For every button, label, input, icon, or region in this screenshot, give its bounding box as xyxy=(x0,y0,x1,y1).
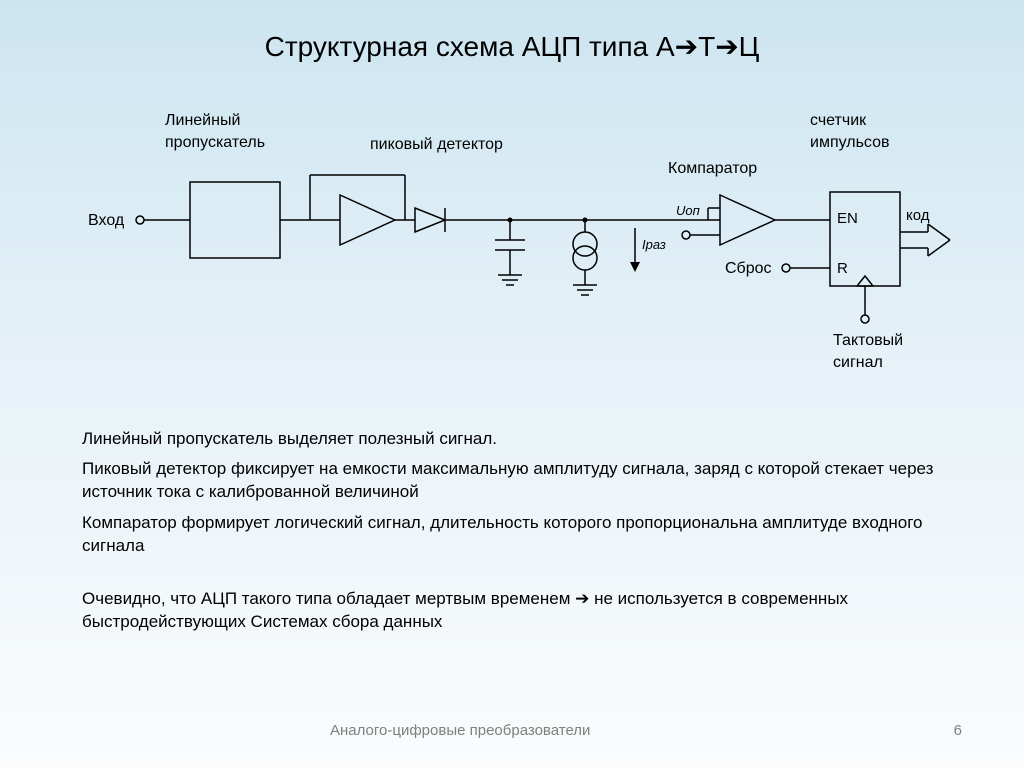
footer-title: Аналого-цифровые преобразователи xyxy=(330,722,590,739)
circuit-diagram: Линейный пропускатель пиковый детектор К… xyxy=(80,100,960,380)
paragraph-3: Компаратор формирует логический сигнал, … xyxy=(82,512,942,558)
label-clock: Тактовый сигнал xyxy=(833,330,903,375)
paragraph-4: Очевидно, что АЦП такого типа обладает м… xyxy=(82,588,942,634)
label-reset: Сброс xyxy=(725,258,772,280)
label-linear-gate: Линейный пропускатель xyxy=(165,110,265,155)
paragraph-1: Линейный пропускатель выделяет полезный … xyxy=(82,428,942,451)
label-iraz: Iраз xyxy=(642,237,666,252)
label-uop: Uоп xyxy=(676,203,700,218)
label-r: R xyxy=(837,258,848,279)
label-code: код xyxy=(906,205,930,226)
paragraph-2: Пиковый детектор фиксирует на емкости ма… xyxy=(82,458,942,504)
label-input: Вход xyxy=(88,210,124,232)
label-en: EN xyxy=(837,208,858,229)
page-number: 6 xyxy=(954,722,962,739)
label-comparator: Компаратор xyxy=(668,158,757,180)
label-counter: счетчик импульсов xyxy=(810,110,890,155)
label-peak-detector: пиковый детектор xyxy=(370,134,503,156)
page-title: Структурная схема АЦП типа А➔Т➔Ц xyxy=(0,0,1024,63)
